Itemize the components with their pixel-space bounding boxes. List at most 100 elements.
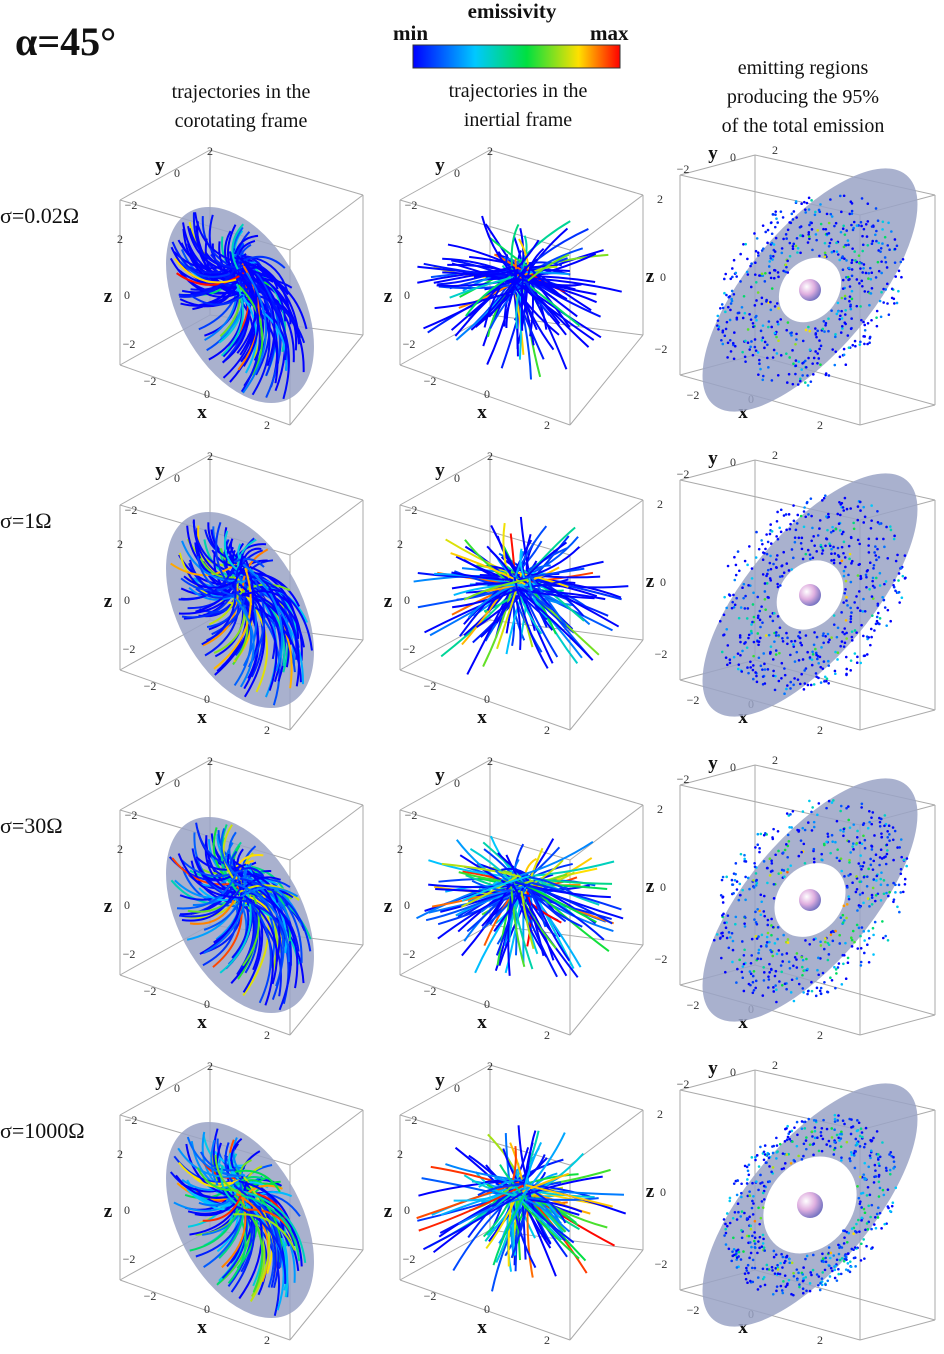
- emission-point: [759, 636, 762, 640]
- emission-point: [803, 669, 806, 672]
- trajectory: [242, 563, 284, 672]
- emission-point: [743, 1272, 747, 1275]
- emission-point: [750, 577, 754, 580]
- emission-point: [899, 838, 903, 841]
- emission-point: [860, 197, 864, 200]
- emission-point: [819, 344, 823, 348]
- emission-point: [731, 341, 735, 345]
- tick-label: −2: [424, 679, 437, 693]
- emission-point: [849, 1265, 853, 1269]
- emission-point: [856, 518, 860, 522]
- emission-point: [848, 212, 852, 216]
- emission-point: [834, 840, 837, 844]
- trajectory: [513, 576, 549, 669]
- emission-point: [860, 1216, 864, 1220]
- emission-point: [761, 558, 765, 561]
- emission-point: [743, 355, 747, 359]
- emission-point: [753, 304, 757, 307]
- emission-point: [804, 208, 807, 211]
- emission-point: [721, 934, 725, 938]
- emission-point: [777, 634, 781, 637]
- emission-point: [853, 652, 857, 655]
- emission-point: [779, 318, 783, 321]
- emission-point: [753, 1242, 757, 1245]
- box-edge: [399, 149, 491, 201]
- emission-point: [764, 608, 767, 611]
- emission-point: [729, 350, 733, 353]
- emission-point: [761, 1206, 765, 1209]
- emission-point: [861, 891, 864, 895]
- emission-point: [846, 1269, 850, 1272]
- emission-point: [881, 595, 884, 599]
- emission-point: [771, 925, 775, 929]
- emission-point: [772, 562, 775, 566]
- trajectory: [233, 1184, 277, 1288]
- emission-point: [742, 953, 746, 957]
- emission-point: [790, 548, 794, 551]
- emission-point: [876, 604, 880, 607]
- emission-point: [842, 1259, 846, 1263]
- emission-point: [871, 868, 875, 871]
- emission-point: [743, 607, 747, 610]
- trajectory: [210, 253, 244, 269]
- emission-point: [767, 1156, 771, 1160]
- emission-point: [815, 238, 818, 242]
- emission-point: [824, 635, 827, 638]
- tick-label: 0: [124, 593, 130, 607]
- emission-point: [810, 663, 814, 667]
- trajectory: [525, 886, 605, 941]
- emission-point: [861, 1135, 864, 1139]
- emission-point: [787, 372, 791, 376]
- emission-point: [839, 644, 842, 648]
- emission-point: [757, 547, 761, 551]
- emission-point: [753, 1219, 757, 1223]
- emission-point: [733, 878, 737, 882]
- trajectory: [210, 1139, 239, 1209]
- emission-point: [758, 609, 762, 613]
- emission-point: [862, 521, 866, 524]
- emission-point: [751, 991, 755, 995]
- emission-point: [817, 1283, 820, 1287]
- tick-label: 0: [730, 150, 736, 164]
- emission-point: [832, 561, 836, 565]
- emission-point: [878, 816, 881, 820]
- emission-point: [719, 307, 722, 310]
- emission-point: [863, 939, 866, 942]
- emission-point: [758, 362, 761, 365]
- emission-point: [826, 990, 829, 994]
- emission-point: [852, 848, 855, 851]
- emission-point: [860, 1192, 863, 1195]
- emission-point: [746, 328, 750, 331]
- emission-point: [736, 652, 740, 655]
- emission-point: [732, 292, 736, 296]
- star: [799, 279, 821, 301]
- emission-point: [805, 201, 809, 205]
- emission-point: [854, 1229, 857, 1233]
- trajectory: [521, 1132, 566, 1197]
- emission-point: [774, 631, 778, 634]
- emission-point: [860, 802, 864, 806]
- emission-point: [761, 374, 765, 378]
- emission-point: [774, 213, 777, 217]
- emission-point: [826, 835, 830, 838]
- emission-point: [854, 890, 858, 894]
- emission-point: [850, 258, 854, 262]
- emission-point: [796, 678, 800, 681]
- emission-point: [782, 869, 786, 872]
- emission-point: [751, 620, 754, 624]
- emission-point: [820, 552, 824, 555]
- box-edge: [569, 499, 644, 556]
- emission-point: [792, 1271, 795, 1275]
- emission-point: [830, 547, 833, 551]
- tick-label: −2: [687, 998, 700, 1012]
- emission-point: [845, 667, 849, 671]
- emission-point: [768, 260, 771, 263]
- emission-point: [761, 1267, 765, 1271]
- emission-point: [788, 241, 792, 245]
- emission-point: [755, 299, 758, 302]
- emission-point: [749, 264, 752, 268]
- emission-point: [824, 1283, 827, 1287]
- emission-point: [772, 674, 775, 678]
- emission-point: [864, 1228, 867, 1232]
- emission-point: [874, 576, 878, 580]
